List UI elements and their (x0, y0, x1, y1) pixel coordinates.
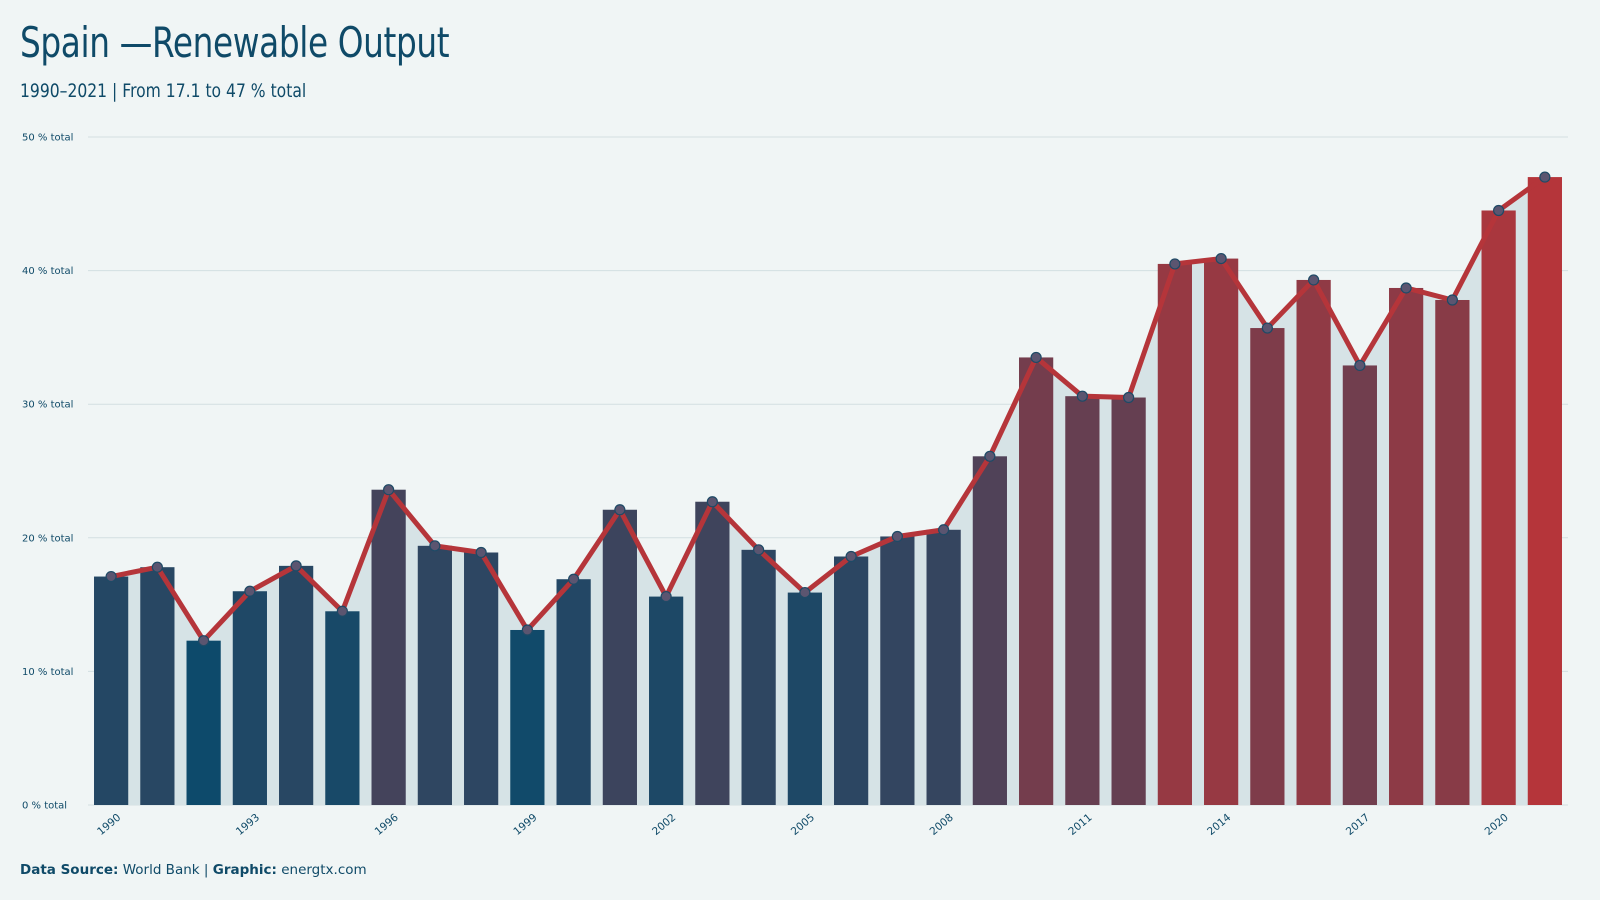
source-label: Data Source: (20, 862, 119, 878)
point-1995 (336, 605, 348, 617)
bar-2016 (1296, 279, 1331, 805)
bar-2002 (649, 596, 684, 805)
x-tick-label: 1993 (234, 812, 262, 838)
x-tick-label: 2008 (928, 812, 956, 838)
bar-1999 (510, 629, 545, 805)
bar-1992 (186, 640, 221, 805)
x-tick-label: 2020 (1483, 812, 1511, 838)
x-axis-tick-labels: 1990 1993 1996 1999 2002 2005 2008 2011 2014 2017… (95, 811, 1511, 838)
bar-2003 (695, 501, 730, 805)
point-2020 (1493, 204, 1505, 217)
source-value: World Bank (122, 862, 200, 878)
point-2005 (799, 586, 811, 599)
bar-1994 (279, 565, 314, 805)
point-2013 (1169, 258, 1181, 270)
point-2003 (706, 496, 718, 508)
bar-2011 (1065, 396, 1100, 805)
point-2016 (1308, 274, 1320, 286)
point-2007 (891, 530, 903, 543)
graphic-label: Graphic: (212, 862, 277, 878)
x-tick-label: 2014 (1205, 811, 1233, 838)
y-tick-label: 30 % total (22, 400, 73, 411)
bar-2019 (1435, 299, 1470, 805)
point-2017 (1354, 359, 1366, 372)
bar-1993 (232, 591, 267, 805)
x-tick-label: 2017 (1344, 812, 1372, 838)
bar-2005 (787, 592, 822, 805)
series-line (110, 175, 1547, 644)
point-1996 (383, 484, 395, 496)
bar-2007 (880, 536, 915, 805)
bar-1998 (464, 552, 499, 805)
bar-2008 (926, 529, 961, 805)
bar-2000 (556, 579, 591, 805)
bar-2009 (972, 456, 1007, 805)
bar-1990 (94, 576, 129, 805)
bar-1991 (140, 567, 175, 805)
y-tick-label: 40 % total (22, 266, 73, 277)
bar-2001 (602, 509, 637, 805)
caption-separator: | (203, 862, 209, 878)
y-tick-label: 0 % total (22, 801, 67, 812)
point-2012 (1123, 391, 1135, 404)
point-1999 (521, 624, 533, 636)
bar-1996 (371, 489, 406, 805)
graphic-value: energtx.com (281, 862, 367, 878)
y-axis-tick-labels: 0 % total 10 % total 20 % total 30 % total 4… (22, 133, 73, 812)
point-2000 (568, 573, 580, 585)
point-1990 (105, 570, 117, 583)
bar-2021 (1527, 177, 1562, 805)
point-1991 (151, 561, 163, 573)
point-2004 (753, 544, 765, 556)
point-2002 (660, 590, 672, 603)
point-2021 (1539, 171, 1551, 183)
bar-2006 (834, 556, 869, 805)
point-2018 (1400, 282, 1412, 294)
bars (94, 177, 1562, 806)
point-2010 (1030, 351, 1042, 364)
bar-1995 (325, 611, 360, 805)
point-1997 (429, 540, 441, 552)
bar-2004 (741, 549, 776, 805)
point-2001 (614, 504, 626, 516)
caption: Data Source: World Bank | Graphic: energ… (20, 862, 367, 878)
point-2015 (1261, 322, 1273, 334)
chart-title: Spain —Renewable Output (20, 18, 450, 67)
y-tick-label: 50 % total (22, 133, 73, 144)
x-tick-label: 2005 (789, 812, 817, 838)
x-tick-label: 2002 (650, 812, 678, 838)
point-2008 (938, 524, 950, 536)
point-2011 (1076, 390, 1088, 402)
point-1994 (290, 560, 302, 572)
bar-2018 (1389, 287, 1424, 805)
bar-2013 (1157, 263, 1192, 805)
y-tick-label: 10 % total (22, 667, 73, 678)
bar-2015 (1250, 328, 1285, 805)
x-tick-label: 1999 (511, 812, 539, 838)
chart-subtitle: 1990–2021 | From 17.1 to 47 % total (20, 80, 307, 102)
bar-2012 (1111, 397, 1146, 805)
bar-1997 (417, 545, 452, 805)
bar-2020 (1481, 210, 1516, 806)
point-1998 (475, 546, 487, 559)
x-tick-label: 2011 (1066, 812, 1094, 838)
x-tick-label: 1990 (95, 812, 123, 838)
x-tick-label: 1996 (373, 811, 401, 838)
series-points (105, 171, 1551, 647)
point-2006 (845, 550, 857, 563)
bar-2014 (1204, 258, 1239, 805)
bar-2017 (1342, 365, 1377, 805)
point-2014 (1215, 252, 1227, 265)
point-2009 (984, 450, 996, 462)
point-1993 (244, 585, 256, 597)
point-2019 (1446, 294, 1458, 306)
y-tick-label: 20 % total (22, 533, 73, 544)
bar-2010 (1019, 357, 1054, 805)
point-1992 (198, 635, 210, 647)
